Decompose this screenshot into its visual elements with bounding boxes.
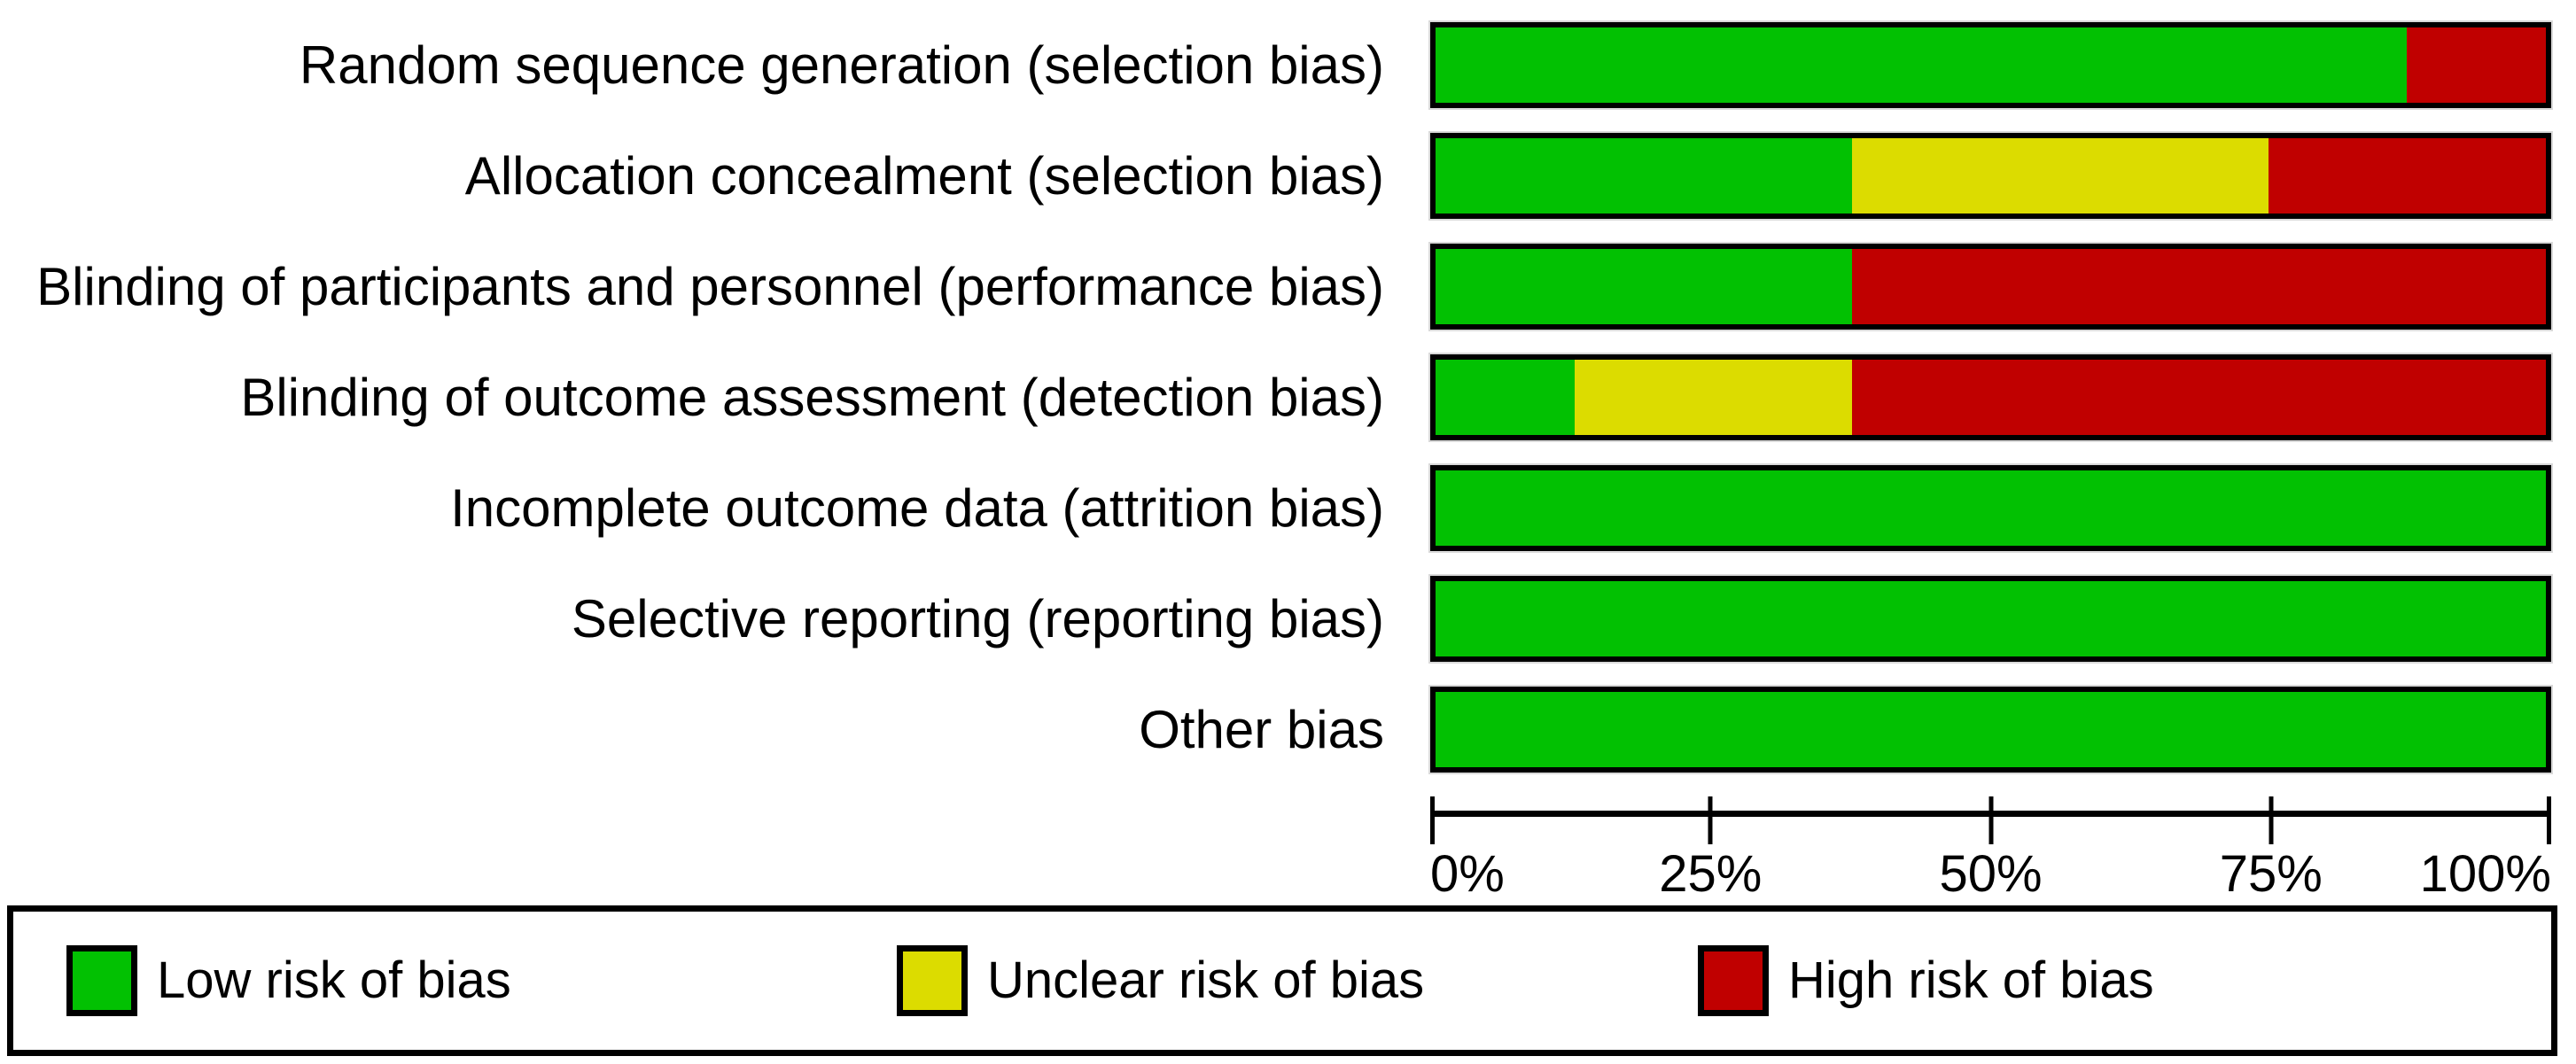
legend-item: High risk of bias bbox=[1698, 945, 2154, 1016]
x-axis-tick bbox=[1430, 796, 1435, 844]
x-axis-tick-label: 100% bbox=[2419, 845, 2551, 903]
x-axis-tick bbox=[1708, 796, 1713, 844]
x-axis-tick bbox=[2269, 796, 2274, 844]
legend-swatch-unclear-risk bbox=[897, 945, 968, 1016]
stacked-bar bbox=[1430, 576, 2551, 662]
category-label: Incomplete outcome data (attrition bias) bbox=[450, 478, 1384, 538]
stacked-bar bbox=[1430, 687, 2551, 773]
legend-item: Unclear risk of bias bbox=[897, 945, 1424, 1016]
chart-row: Incomplete outcome data (attrition bias) bbox=[0, 465, 2551, 551]
bar-segment-low-risk bbox=[1436, 249, 1852, 324]
stacked-bar bbox=[1430, 133, 2551, 219]
category-label: Selective reporting (reporting bias) bbox=[571, 588, 1384, 648]
legend-swatch-high-risk bbox=[1698, 945, 1769, 1016]
chart-row: Allocation concealment (selection bias) bbox=[0, 133, 2551, 219]
legend-label: High risk of bias bbox=[1788, 951, 2154, 1009]
bar-segment-high-risk bbox=[2268, 138, 2546, 214]
bar-segment-low-risk bbox=[1436, 138, 1852, 214]
legend-label: Low risk of bias bbox=[157, 951, 511, 1009]
category-label: Random sequence generation (selection bi… bbox=[299, 35, 1384, 95]
chart-row: Selective reporting (reporting bias) bbox=[0, 576, 2551, 662]
x-axis-tick-label: 75% bbox=[2219, 845, 2323, 903]
category-label: Other bias bbox=[1139, 699, 1384, 759]
stacked-bar bbox=[1430, 465, 2551, 551]
bar-segment-low-risk bbox=[1436, 27, 2408, 103]
x-axis-tick-label: 50% bbox=[1939, 845, 2043, 903]
category-label: Allocation concealment (selection bias) bbox=[464, 145, 1384, 206]
chart-area: Random sequence generation (selection bi… bbox=[0, 22, 2551, 912]
x-axis-tick bbox=[2547, 796, 2551, 844]
category-label: Blinding of outcome assessment (detectio… bbox=[240, 367, 1384, 427]
x-axis-tick-label: 25% bbox=[1659, 845, 1763, 903]
bar-segment-low-risk bbox=[1436, 360, 1575, 435]
bar-segment-high-risk bbox=[2407, 27, 2546, 103]
stacked-bar bbox=[1430, 244, 2551, 330]
x-axis-tick-label: 0% bbox=[1430, 845, 1505, 903]
bar-segment-unclear-risk bbox=[1851, 138, 2269, 214]
category-label: Blinding of participants and personnel (… bbox=[36, 256, 1384, 316]
bar-segment-low-risk bbox=[1436, 692, 2546, 767]
bar-segment-high-risk bbox=[1851, 360, 2546, 435]
bar-segment-low-risk bbox=[1436, 581, 2546, 656]
legend-item: Low risk of bias bbox=[66, 945, 511, 1016]
bar-rows: Random sequence generation (selection bi… bbox=[0, 22, 2551, 773]
legend-label: Unclear risk of bias bbox=[987, 951, 1425, 1009]
legend-swatch-low-risk bbox=[66, 945, 137, 1016]
bar-segment-high-risk bbox=[1851, 249, 2546, 324]
x-axis: 0% 25% 50% 75% 100% bbox=[1430, 796, 2551, 912]
x-axis-tick bbox=[1988, 796, 1993, 844]
legend: Low risk of bias Unclear risk of bias High… bbox=[7, 905, 2557, 1056]
chart-row: Other bias bbox=[0, 687, 2551, 773]
bar-segment-unclear-risk bbox=[1574, 360, 1852, 435]
stacked-bar bbox=[1430, 22, 2551, 108]
chart-row: Blinding of participants and personnel (… bbox=[0, 244, 2551, 330]
bar-segment-low-risk bbox=[1436, 470, 2546, 546]
chart-row: Random sequence generation (selection bi… bbox=[0, 22, 2551, 108]
stacked-bar bbox=[1430, 354, 2551, 440]
chart-row: Blinding of outcome assessment (detectio… bbox=[0, 354, 2551, 440]
